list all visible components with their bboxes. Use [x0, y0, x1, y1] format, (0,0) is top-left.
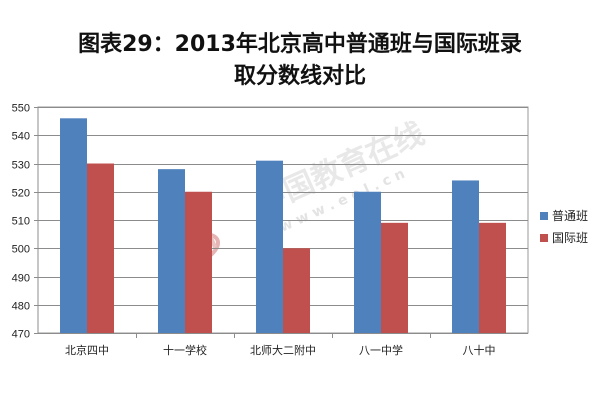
bars [60, 118, 506, 333]
legend-label: 国际班 [552, 231, 588, 245]
y-axis-ticks: 470 480 490 500 510 520 530 540 550 [12, 103, 38, 341]
y-tick-label: 500 [12, 244, 30, 256]
x-axis-categories: 北京四中 十一学校 北师大二附中 八一中学 八十中 [65, 333, 496, 357]
bar-regular [354, 191, 381, 333]
x-category-label: 北京四中 [65, 343, 109, 357]
y-tick-label: 520 [12, 188, 30, 200]
y-tick-label: 490 [12, 273, 30, 285]
bar-regular [60, 118, 87, 333]
bar-international [479, 222, 506, 333]
x-category-label: 八十中 [463, 343, 496, 357]
x-category-label: 八一中学 [359, 343, 403, 357]
bar-regular [452, 180, 479, 333]
bar-international [283, 248, 310, 333]
x-category-label: 十一学校 [163, 343, 207, 357]
bar-international [381, 222, 408, 333]
legend-swatch [540, 234, 548, 242]
chart-title: 图表29：2013年北京高中普通班与国际班录 [78, 32, 522, 57]
bar-regular [158, 169, 185, 333]
bar-regular [256, 160, 283, 333]
y-tick-label: 540 [12, 131, 30, 143]
bar-international [87, 163, 114, 333]
legend-label: 普通班 [552, 209, 588, 223]
chart-subtitle: 取分数线对比 [233, 64, 366, 89]
bar-international [185, 191, 212, 333]
legend-swatch [540, 212, 548, 220]
y-tick-label: 480 [12, 301, 30, 313]
x-category-label: 北师大二附中 [250, 343, 316, 357]
y-tick-label: 550 [12, 103, 30, 115]
y-tick-label: 470 [12, 329, 30, 341]
y-tick-label: 510 [12, 216, 30, 228]
y-tick-label: 530 [12, 160, 30, 172]
